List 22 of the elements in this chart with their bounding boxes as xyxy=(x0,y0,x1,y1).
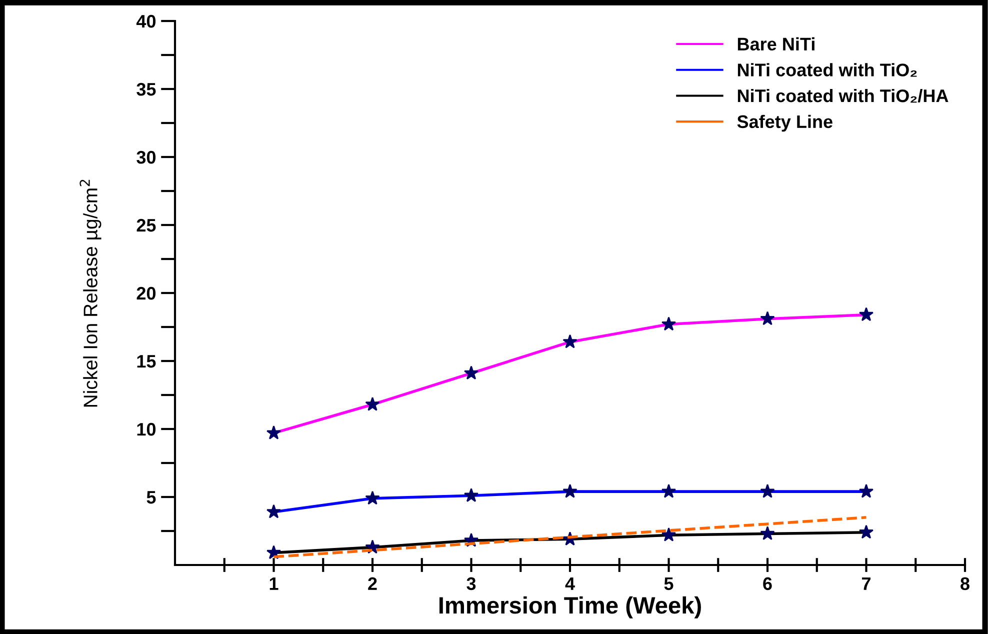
y-tick-label: 35 xyxy=(136,82,156,96)
x-tick-label: 3 xyxy=(466,577,476,590)
y-tick-label: 15 xyxy=(137,355,156,368)
x-tick-label: 2 xyxy=(368,577,377,590)
x-tick-label: 5 xyxy=(664,577,674,590)
x-tick-label: 6 xyxy=(763,577,772,590)
y-axis-title: Nickel Ion Release µg/cm$^{2}$ xyxy=(80,180,102,407)
legend-label: Bare NiTi xyxy=(738,37,814,51)
x-tick-label: 4 xyxy=(565,577,575,590)
y-tick-label: 10 xyxy=(137,422,156,436)
x-tick-label: 8 xyxy=(960,577,970,590)
y-tick-label: 40 xyxy=(136,14,156,28)
legend-label: NiTi coated with TiO₂/HA xyxy=(738,88,948,103)
y-tick-label: 30 xyxy=(136,150,156,164)
x-tick-label: 7 xyxy=(862,577,870,590)
y-tick-label: 25 xyxy=(136,218,156,232)
legend-label: Safety Line xyxy=(737,114,832,132)
y-tick-label: 5 xyxy=(146,491,156,504)
y-tick-label: 20 xyxy=(136,286,156,300)
x-axis-title: Immersion Time (Week) xyxy=(439,596,701,618)
legend-label: NiTi coated with TiO₂ xyxy=(738,63,917,77)
x-tick-label: 1 xyxy=(270,577,278,590)
